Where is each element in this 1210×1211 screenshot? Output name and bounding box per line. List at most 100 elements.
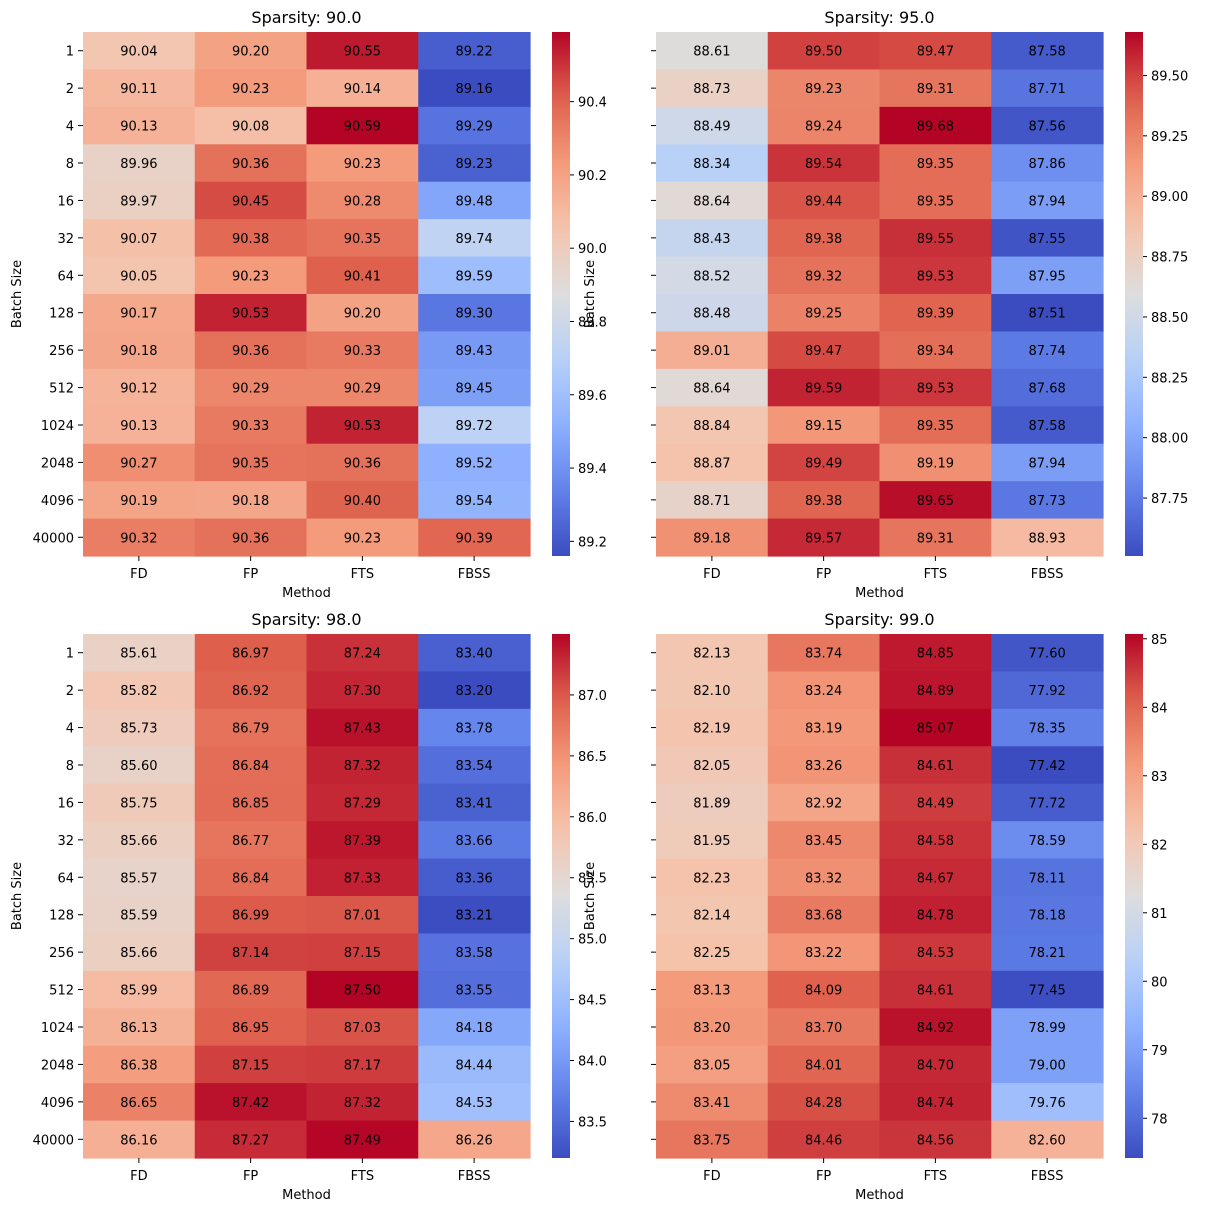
heatmap-cell bbox=[306, 970, 419, 1009]
cell-value-label: 87.32 bbox=[344, 1096, 381, 1111]
cell-value-label: 90.55 bbox=[344, 45, 381, 60]
heatmap-cell bbox=[991, 1008, 1104, 1047]
colorbar-tick-label: 83.5 bbox=[578, 1115, 607, 1130]
heatmap-cell bbox=[83, 443, 196, 482]
cell-value-label: 87.68 bbox=[1029, 382, 1066, 397]
cell-value-label: 86.84 bbox=[232, 759, 269, 774]
cell-value-label: 84.92 bbox=[917, 1021, 954, 1036]
heatmap-cell bbox=[194, 406, 308, 445]
cell-value-label: 87.29 bbox=[344, 796, 381, 811]
cell-value-label: 87.24 bbox=[344, 647, 381, 662]
heatmap-cell bbox=[656, 783, 769, 822]
cell-value-label: 89.72 bbox=[456, 419, 493, 434]
heatmap-cell bbox=[83, 406, 196, 445]
heatmap-cell bbox=[767, 256, 881, 295]
cell-value-label: 88.87 bbox=[693, 456, 730, 471]
heatmap-cell bbox=[767, 746, 881, 785]
heatmap-cell bbox=[767, 481, 881, 520]
colorbar-tick-label: 84.5 bbox=[578, 994, 607, 1009]
x-axis: FD FP FTS FBSS Method bbox=[130, 1158, 490, 1203]
cell-value-label: 85.73 bbox=[120, 722, 157, 737]
cell-value-label: 85.60 bbox=[120, 759, 157, 774]
heatmap-cell bbox=[418, 32, 531, 71]
heatmap-cell bbox=[656, 671, 769, 710]
cell-value-label: 84.61 bbox=[917, 984, 954, 999]
cell-value-label: 90.20 bbox=[344, 307, 381, 322]
heatmap-cell bbox=[306, 331, 419, 370]
heatmap-cell bbox=[306, 481, 419, 520]
heatmap-cell bbox=[991, 708, 1104, 747]
colorbar-tick-label: 88.75 bbox=[1151, 251, 1188, 266]
cell-value-label: 78.35 bbox=[1029, 722, 1066, 737]
cell-value-label: 90.29 bbox=[232, 382, 269, 397]
heatmap-cell bbox=[991, 821, 1104, 860]
colorbar-tick-label: 87.75 bbox=[1151, 492, 1188, 507]
y-tick-label: 16 bbox=[57, 194, 74, 209]
heatmap-cell bbox=[418, 256, 531, 295]
heatmap-cell bbox=[879, 331, 992, 370]
cell-value-label: 84.70 bbox=[917, 1058, 954, 1073]
heatmap-cell bbox=[306, 783, 419, 822]
cell-value-label: 89.47 bbox=[805, 344, 842, 359]
cell-value-label: 90.36 bbox=[232, 531, 269, 546]
heatmap-cell bbox=[767, 783, 881, 822]
heatmap-cell bbox=[991, 481, 1104, 520]
y-axis: Batch Size bbox=[583, 652, 656, 1140]
heatmap-cell bbox=[418, 481, 531, 520]
heatmap-cell bbox=[306, 858, 419, 897]
colorbar-tick-label: 89.4 bbox=[578, 462, 607, 477]
cell-value-label: 83.24 bbox=[805, 684, 842, 699]
cell-value-label: 84.74 bbox=[917, 1096, 954, 1111]
heatmap-cell bbox=[656, 746, 769, 785]
y-tick-label: 1 bbox=[66, 45, 74, 60]
heatmap-cell bbox=[991, 181, 1104, 220]
cell-value-label: 77.60 bbox=[1029, 647, 1066, 662]
y-tick-label: 1024 bbox=[41, 419, 74, 434]
cell-value-label: 90.12 bbox=[120, 382, 157, 397]
heatmap-cell bbox=[656, 708, 769, 747]
heatmap-cells: 88.61 89.50 89.47 87.58 88.73 89.23 89.31 87.71… bbox=[656, 32, 1104, 557]
cell-value-label: 84.67 bbox=[917, 871, 954, 886]
heatmap-cell bbox=[879, 1045, 992, 1084]
heatmap-cell bbox=[194, 219, 308, 258]
y-tick-label: 32 bbox=[57, 834, 74, 849]
heatmap-cell bbox=[767, 106, 881, 145]
heatmap-cell bbox=[656, 219, 769, 258]
heatmap-cell bbox=[306, 634, 419, 673]
heatmap-cell bbox=[656, 970, 769, 1009]
cell-value-label: 89.30 bbox=[456, 307, 493, 322]
heatmap-cell bbox=[656, 294, 769, 333]
heatmap-cell bbox=[991, 144, 1104, 183]
heatmap-cell bbox=[83, 1008, 196, 1047]
heatmap-cell bbox=[306, 708, 419, 747]
heatmap-cell bbox=[418, 933, 531, 972]
cell-value-label: 90.04 bbox=[120, 45, 157, 60]
cell-value-label: 89.53 bbox=[917, 269, 954, 284]
cell-value-label: 86.92 bbox=[232, 684, 269, 699]
heatmap-cell bbox=[656, 933, 769, 972]
cell-value-label: 82.92 bbox=[805, 796, 842, 811]
heatmap-cell bbox=[83, 821, 196, 860]
cell-value-label: 83.70 bbox=[805, 1021, 842, 1036]
heatmap-cell bbox=[83, 783, 196, 822]
heatmap-cell bbox=[879, 406, 992, 445]
heatmap-cell bbox=[194, 1120, 308, 1159]
heatmap-cell bbox=[194, 256, 308, 295]
heatmap-cell bbox=[194, 518, 308, 557]
colorbar-tick-label: 89.2 bbox=[578, 535, 607, 550]
heatmap-cell bbox=[418, 896, 531, 935]
cell-value-label: 89.59 bbox=[805, 382, 842, 397]
heatmap-cell bbox=[418, 1008, 531, 1047]
y-tick-label: 40000 bbox=[33, 531, 74, 546]
cell-value-label: 87.39 bbox=[344, 834, 381, 849]
cell-value-label: 88.64 bbox=[693, 194, 730, 209]
heatmap-cell bbox=[656, 368, 769, 407]
cell-value-label: 83.26 bbox=[805, 759, 842, 774]
panel-title: Sparsity: 99.0 bbox=[824, 610, 934, 629]
heatmap-cell bbox=[306, 69, 419, 108]
heatmap-cell bbox=[879, 181, 992, 220]
cell-value-label: 86.77 bbox=[232, 834, 269, 849]
x-tick-label: FP bbox=[243, 567, 258, 582]
cell-value-label: 86.85 bbox=[232, 796, 269, 811]
heatmap-cell bbox=[194, 1008, 308, 1047]
